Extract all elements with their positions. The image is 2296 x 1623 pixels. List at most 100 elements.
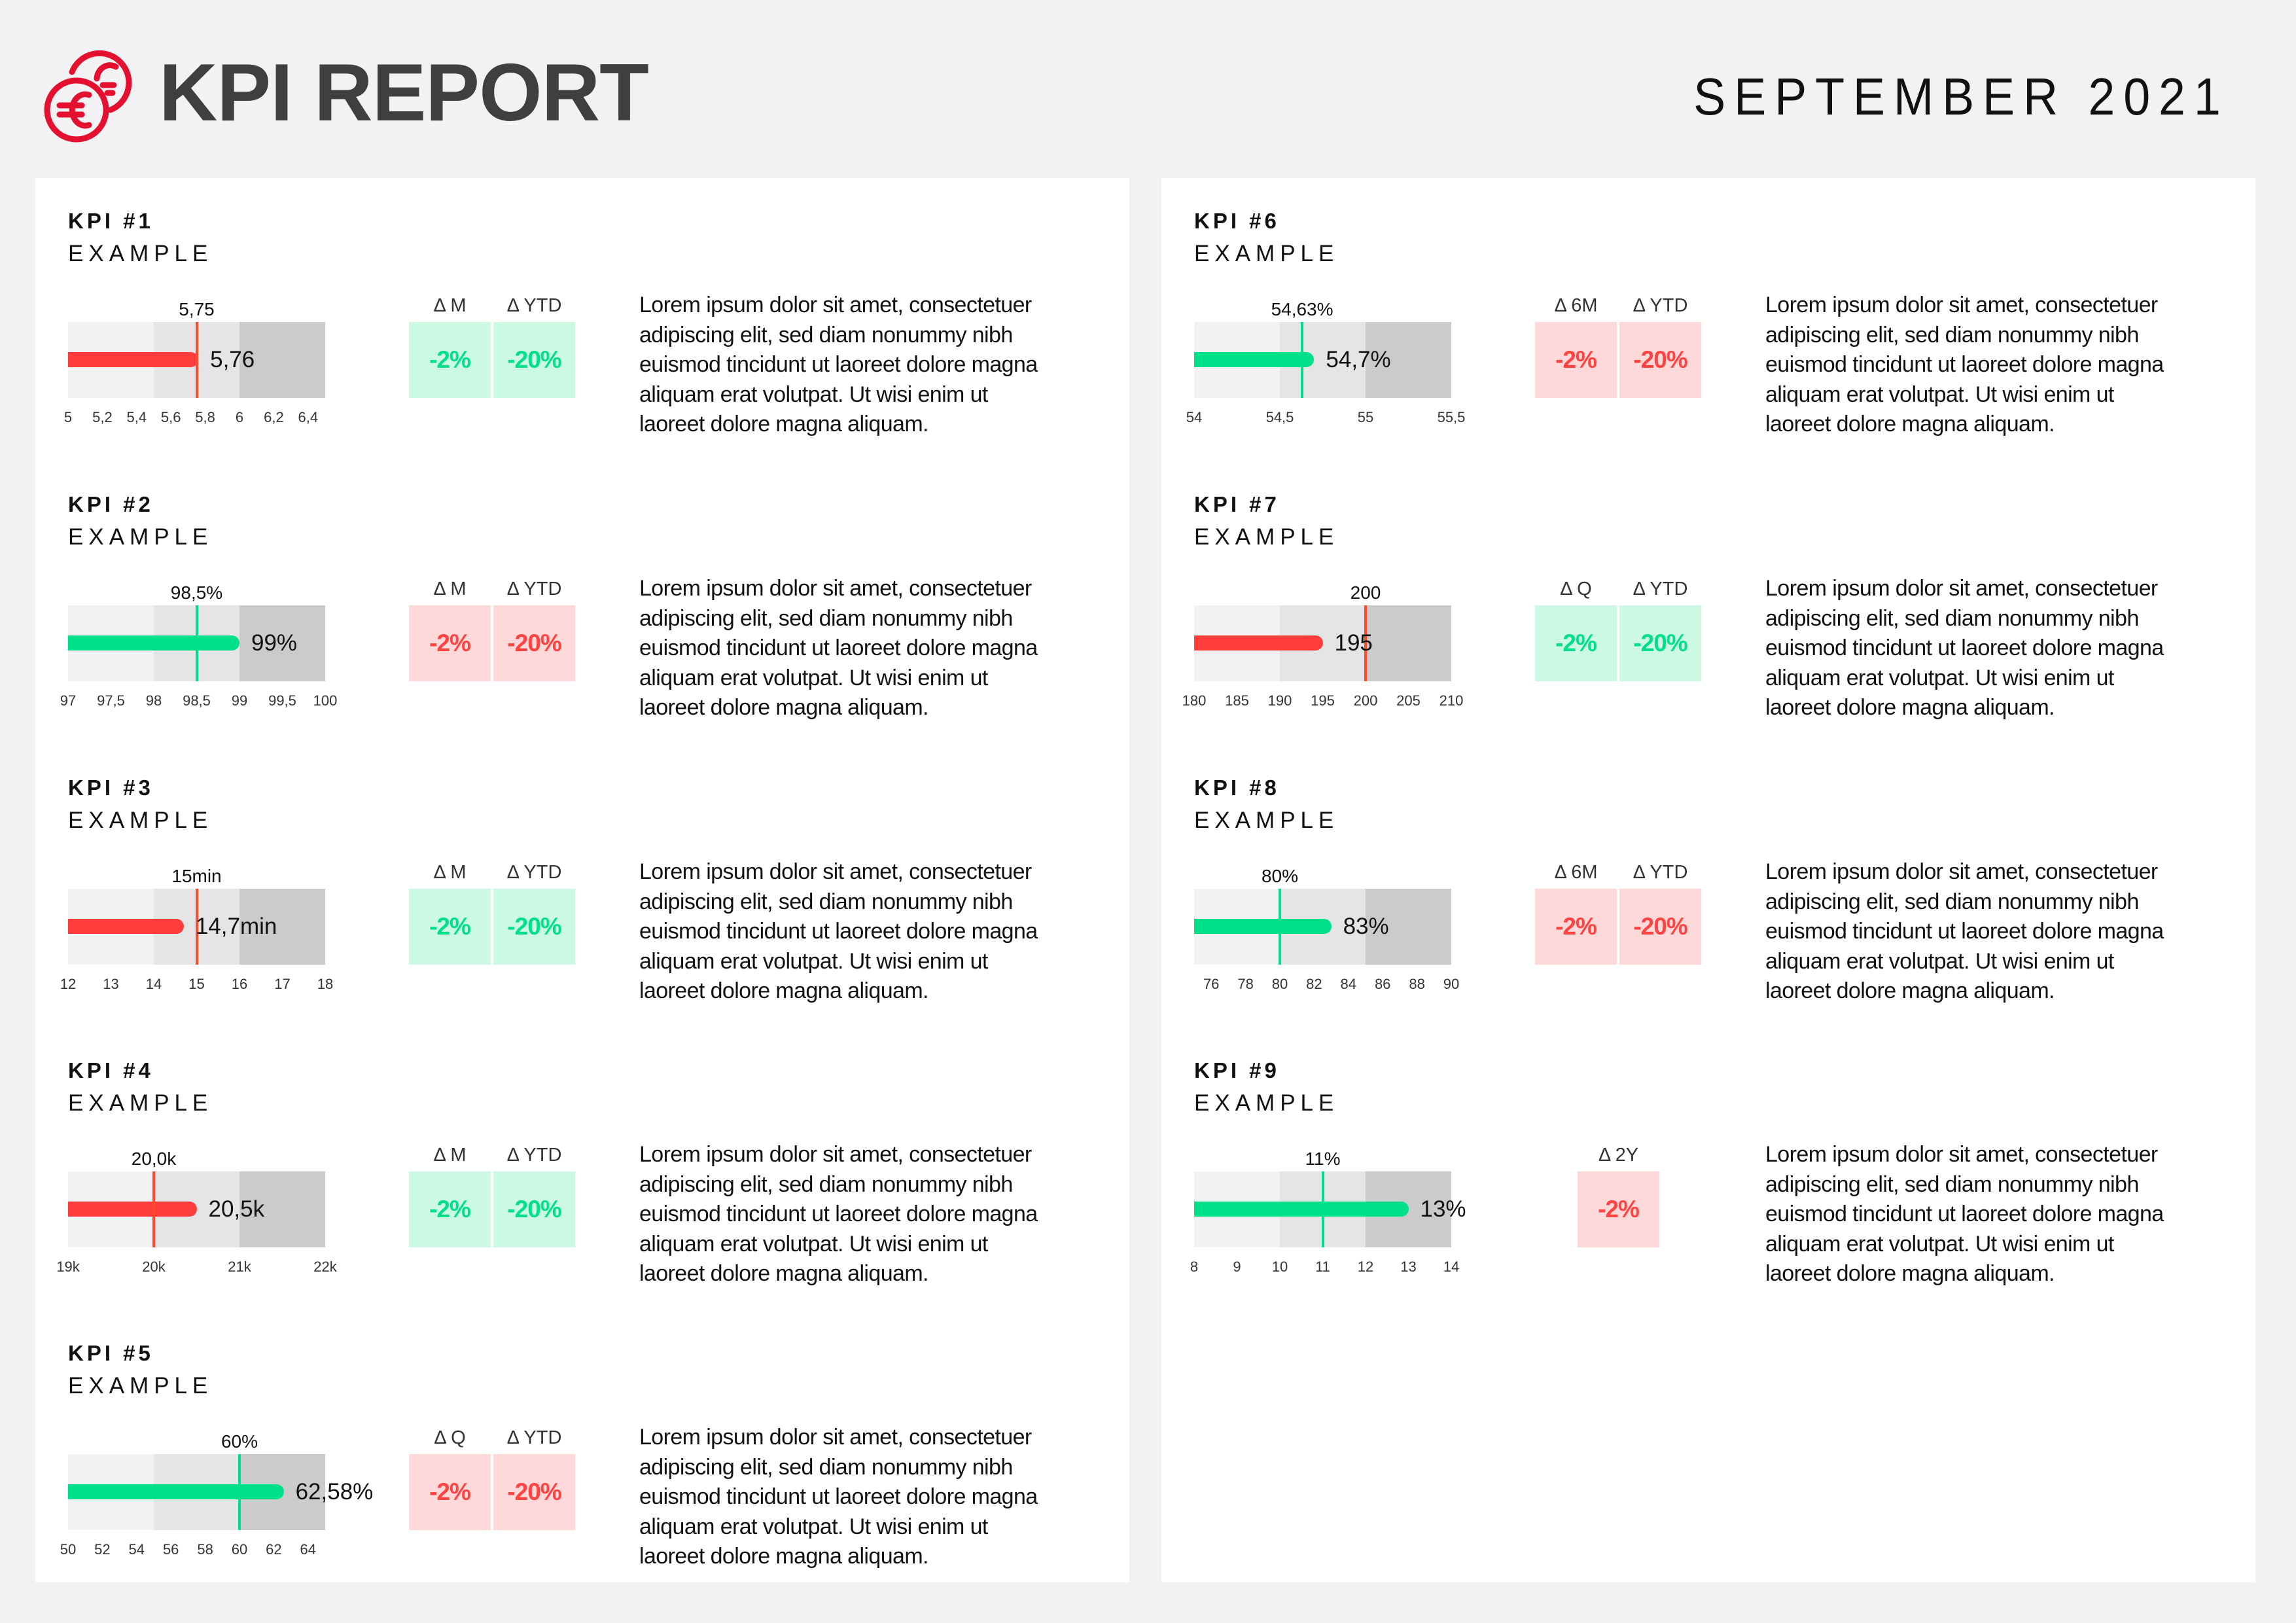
gauge-tick-label: 16 <box>231 976 248 992</box>
kpi-subtitle: EXAMPLE <box>1194 241 1339 266</box>
gauge-tick-label: 6 <box>235 409 244 425</box>
bullet-gauge: 5,75 5,76 5 5,2 5,4 5,6 5,8 6 6,2 6,4 <box>64 300 325 425</box>
kpi-description: Lorem ipsum dolor sit amet, consectetuer… <box>639 1423 1110 1572</box>
delta-label: Δ 6M <box>1554 295 1598 316</box>
gauge-tick-label: 97,5 <box>97 692 125 709</box>
delta-value-badge: -2% <box>1535 322 1617 398</box>
kpi-title: KPI #6 <box>1194 209 1280 233</box>
gauge-value-label: 54,7% <box>1326 347 1391 372</box>
delta-group: Δ M -2% Δ YTD -20% <box>409 1144 576 1249</box>
delta-label: Δ YTD <box>1633 862 1688 883</box>
description-line: aliquam erat volutpat. Ut wisi enim ut <box>1765 1231 2114 1257</box>
description-line: Lorem ipsum dolor sit amet, consectetuer <box>1765 576 2158 601</box>
description-line: euismod tincidunt ut laoreet dolore magn… <box>639 1202 1038 1226</box>
gauge-tick-label: 5,6 <box>160 409 181 425</box>
delta-label: Δ M <box>433 295 467 316</box>
delta-group: Δ 6M -2% Δ YTD -20% <box>1535 294 1703 399</box>
gauge-tick-label: 97 <box>60 692 77 709</box>
gauge-target-label: 5,75 <box>179 299 215 319</box>
description-line: Lorem ipsum dolor sit amet, consectetuer <box>1765 1142 2158 1167</box>
delta-value-badge: -2% <box>409 1171 491 1247</box>
delta-item: Δ 2Y -2% <box>1578 1144 1659 1247</box>
description-line: laoreet dolore magna aliquam. <box>1765 978 2055 1003</box>
gauge-tick-label: 15 <box>188 976 205 992</box>
gauge-tick-label: 54 <box>128 1541 145 1558</box>
gauge-tick-label: 100 <box>313 692 338 709</box>
gauge-tick-label: 9 <box>1233 1258 1241 1275</box>
gauge-tick-label: 56 <box>162 1541 179 1558</box>
gauge-tick-label: 55 <box>1357 409 1374 425</box>
gauge-tick-label: 14 <box>1443 1258 1460 1275</box>
gauge-tick-label: 185 <box>1225 692 1249 709</box>
delta-label: Δ YTD <box>506 579 562 599</box>
description-line: Lorem ipsum dolor sit amet, consectetuer <box>639 576 1032 601</box>
delta-group: Δ M -2% Δ YTD -20% <box>409 578 576 683</box>
gauge-zone <box>1366 605 1451 681</box>
gauge-target-line <box>195 322 198 398</box>
delta-value-badge: -2% <box>1535 889 1617 965</box>
gauge-tick-label: 88 <box>1409 976 1425 992</box>
gauge-target-label: 60% <box>221 1431 258 1452</box>
gauge-tick-label: 19k <box>56 1258 80 1275</box>
description-line: Lorem ipsum dolor sit amet, consectetuer <box>639 1425 1032 1450</box>
kpi-subtitle: EXAMPLE <box>68 1373 213 1399</box>
gauge-tick-label: 14 <box>145 976 162 992</box>
delta-item: Δ M -2% <box>409 294 491 398</box>
delta-value-badge: -20% <box>493 322 575 398</box>
delta-item: Δ YTD -20% <box>493 1427 575 1530</box>
gauge-tick-label: 5,8 <box>195 409 215 425</box>
gauge-value-bar <box>68 1202 197 1217</box>
description-line: adipiscing elit, sed diam nonummy nibh <box>639 605 1013 631</box>
delta-item: Δ YTD -20% <box>1619 578 1701 681</box>
gauge-value-label: 20,5k <box>208 1196 265 1222</box>
delta-item: Δ M -2% <box>409 861 491 965</box>
delta-value-badge: -2% <box>409 605 491 681</box>
kpi-card: KPI #4 EXAMPLE 20,0k 20,5k 19k 20k 21k 22k Δ M -2… <box>35 1059 1129 1321</box>
delta-item: Δ YTD -20% <box>493 1144 575 1247</box>
description-line: euismod tincidunt ut laoreet dolore magn… <box>639 1484 1038 1509</box>
bullet-gauge: 11% 13% 8 9 10 11 12 13 14 <box>1190 1149 1466 1275</box>
gauge-target-label: 20,0k <box>131 1149 177 1169</box>
description-line: adipiscing elit, sed diam nonummy nibh <box>1765 322 2139 348</box>
kpi-title: KPI #4 <box>68 1058 154 1082</box>
description-line: laoreet dolore magna aliquam. <box>639 1261 928 1286</box>
gauge-tick-label: 13 <box>1400 1258 1417 1275</box>
description-line: euismod tincidunt ut laoreet dolore magn… <box>639 635 1038 660</box>
description-line: aliquam erat volutpat. Ut wisi enim ut <box>639 1514 988 1539</box>
gauge-value-bar <box>68 1484 284 1499</box>
description-line: laoreet dolore magna aliquam. <box>1765 1261 2055 1286</box>
delta-item: Δ YTD -20% <box>493 861 575 965</box>
gauge-target-label: 15min <box>171 866 222 886</box>
gauge-tick-label: 98,5 <box>183 692 211 709</box>
kpi-card: KPI #7 EXAMPLE 200 195 180 185 190 195 200 205 210… <box>1161 493 2255 755</box>
gauge-target-label: 11% <box>1305 1149 1341 1169</box>
bullet-gauge: 200 195 180 185 190 195 200 205 210 <box>1182 583 1464 709</box>
gauge-tick-label: 58 <box>197 1541 213 1558</box>
kpi-subtitle: EXAMPLE <box>68 808 213 833</box>
description-line: euismod tincidunt ut laoreet dolore magn… <box>639 919 1038 944</box>
delta-value-badge: -20% <box>1619 605 1701 681</box>
delta-group: Δ 2Y -2% <box>1535 1144 1703 1249</box>
delta-value-badge: -20% <box>493 1454 575 1530</box>
delta-label: Δ YTD <box>506 1145 562 1166</box>
gauge-target-line <box>238 1454 241 1530</box>
gauge-tick-label: 64 <box>300 1541 317 1558</box>
description-line: aliquam erat volutpat. Ut wisi enim ut <box>1765 665 2114 690</box>
description-line: adipiscing elit, sed diam nonummy nibh <box>639 1454 1013 1480</box>
delta-label: Δ M <box>433 862 467 883</box>
kpi-title: KPI #1 <box>68 209 154 233</box>
kpi-description: Lorem ipsum dolor sit amet, consectetuer… <box>1765 1140 2236 1289</box>
gauge-tick-label: 205 <box>1396 692 1421 709</box>
gauge-zone <box>1366 889 1451 965</box>
delta-item: Δ 6M -2% <box>1535 294 1617 398</box>
kpi-card: KPI #5 EXAMPLE 60% 62,58% 50 52 54 56 58 60 62 64 Δ … <box>35 1342 1129 1603</box>
kpi-title: KPI #8 <box>1194 776 1280 800</box>
gauge-value-bar <box>1194 635 1323 651</box>
description-line: aliquam erat volutpat. Ut wisi enim ut <box>639 665 988 690</box>
kpi-subtitle: EXAMPLE <box>1194 524 1339 550</box>
kpi-subtitle: EXAMPLE <box>68 1090 213 1116</box>
gauge-tick-label: 78 <box>1237 976 1254 992</box>
description-line: euismod tincidunt ut laoreet dolore magn… <box>1765 1202 2164 1226</box>
gauge-tick-label: 22k <box>313 1258 337 1275</box>
description-line: adipiscing elit, sed diam nonummy nibh <box>639 889 1013 914</box>
